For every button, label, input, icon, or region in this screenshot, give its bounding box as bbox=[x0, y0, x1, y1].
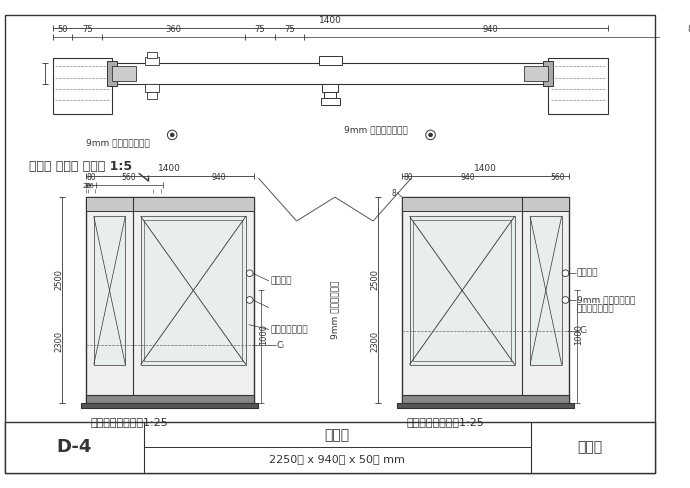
Bar bbox=[402, 395, 569, 403]
Circle shape bbox=[426, 130, 435, 140]
Text: 560: 560 bbox=[550, 173, 564, 182]
Text: 1400: 1400 bbox=[474, 164, 497, 173]
Bar bbox=[144, 220, 242, 361]
Text: 書房門（向書房）1:25: 書房門（向書房）1:25 bbox=[91, 417, 168, 427]
Text: 80: 80 bbox=[687, 24, 690, 34]
Circle shape bbox=[170, 133, 174, 137]
Text: 9mm 厘強化渴玻璃甒: 9mm 厘強化渴玻璃甒 bbox=[86, 138, 150, 147]
Bar bbox=[148, 52, 157, 59]
Text: 26: 26 bbox=[83, 183, 92, 189]
Text: 銅面不锈銅門拉: 銅面不锈銅門拉 bbox=[270, 325, 308, 334]
Bar bbox=[402, 197, 569, 211]
Bar bbox=[324, 92, 336, 105]
Bar bbox=[86, 197, 133, 403]
Text: 銅面不锈銅門拉: 銅面不锈銅門拉 bbox=[577, 304, 615, 313]
Bar bbox=[94, 216, 126, 365]
Bar bbox=[112, 66, 136, 81]
Bar bbox=[549, 59, 608, 114]
Bar bbox=[112, 63, 549, 84]
Text: 1400: 1400 bbox=[159, 164, 181, 173]
Text: 2300: 2300 bbox=[371, 331, 380, 352]
Bar bbox=[146, 84, 159, 92]
Bar bbox=[86, 197, 253, 211]
Text: D-4: D-4 bbox=[56, 438, 91, 456]
Bar bbox=[146, 58, 159, 65]
Bar bbox=[81, 403, 258, 407]
Bar bbox=[141, 216, 246, 365]
Text: 書房門（向走廐）1:25: 書房門（向走廐）1:25 bbox=[406, 417, 484, 427]
Text: 1000: 1000 bbox=[259, 324, 268, 345]
Bar bbox=[402, 197, 569, 403]
Bar bbox=[544, 61, 553, 86]
Text: 2500: 2500 bbox=[371, 269, 380, 290]
Text: 360: 360 bbox=[166, 24, 181, 34]
Circle shape bbox=[246, 270, 253, 277]
Circle shape bbox=[562, 270, 569, 277]
Text: 9mm 強化渴火玻璃: 9mm 強化渴火玻璃 bbox=[577, 295, 635, 305]
Bar bbox=[148, 92, 157, 99]
Circle shape bbox=[562, 297, 569, 304]
Text: 玻璃門: 玻璃門 bbox=[578, 440, 603, 454]
Text: 940: 940 bbox=[460, 173, 475, 182]
Text: 2250高 x 940閤 x 50厘 mm: 2250高 x 940閤 x 50厘 mm bbox=[269, 454, 405, 464]
Text: 2300: 2300 bbox=[55, 331, 63, 352]
Text: 書房門 橫切面 大樣圖 1:5: 書房門 橫切面 大樣圖 1:5 bbox=[29, 160, 132, 173]
Bar bbox=[397, 403, 574, 407]
Text: 80: 80 bbox=[403, 173, 413, 182]
Text: 75: 75 bbox=[82, 24, 92, 34]
Text: 9mm 厘強化渴玻璃溌: 9mm 厘強化渴玻璃溌 bbox=[344, 125, 408, 135]
Bar bbox=[413, 220, 511, 361]
Bar bbox=[319, 56, 342, 65]
Bar bbox=[530, 216, 562, 365]
Bar bbox=[5, 422, 656, 473]
Bar bbox=[549, 59, 608, 114]
Text: 940: 940 bbox=[483, 24, 498, 34]
Text: 80: 80 bbox=[86, 173, 96, 182]
Text: 26··: 26·· bbox=[85, 183, 99, 189]
Text: 實木門框: 實木門框 bbox=[270, 276, 293, 285]
Text: 1400: 1400 bbox=[319, 16, 342, 25]
Bar bbox=[86, 395, 253, 403]
Text: 8: 8 bbox=[391, 189, 396, 198]
Bar bbox=[321, 98, 339, 105]
Text: 9mm 強化渴火玻璃: 9mm 強化渴火玻璃 bbox=[331, 281, 339, 340]
Bar bbox=[524, 66, 549, 81]
Text: 75: 75 bbox=[284, 24, 295, 34]
Text: 50: 50 bbox=[57, 24, 68, 34]
Circle shape bbox=[168, 130, 177, 140]
Bar bbox=[322, 84, 337, 92]
Text: Cₗ: Cₗ bbox=[580, 326, 588, 335]
Text: 75: 75 bbox=[255, 24, 265, 34]
Text: 1000: 1000 bbox=[574, 324, 583, 345]
Bar bbox=[409, 216, 515, 365]
Circle shape bbox=[428, 133, 433, 137]
Text: 2500: 2500 bbox=[55, 269, 63, 290]
Circle shape bbox=[246, 297, 253, 304]
Text: 實木門框: 實木門框 bbox=[577, 269, 598, 278]
Bar bbox=[107, 61, 117, 86]
Text: 940: 940 bbox=[212, 173, 226, 182]
Bar bbox=[86, 197, 253, 403]
Bar bbox=[52, 59, 112, 114]
Text: 書房門: 書房門 bbox=[324, 428, 349, 443]
Text: Cₗ: Cₗ bbox=[277, 341, 284, 350]
Text: 560: 560 bbox=[122, 173, 137, 182]
Bar bbox=[52, 59, 112, 114]
